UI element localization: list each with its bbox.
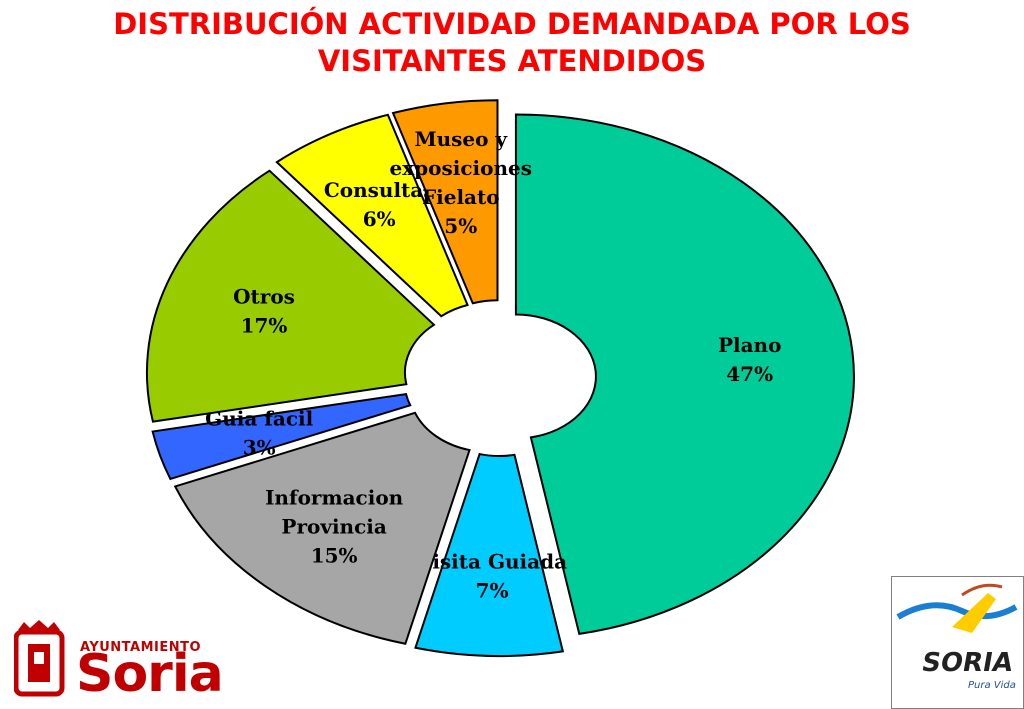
slice-label-plano: Plano 47% <box>718 333 781 386</box>
ayuntamiento-crest-icon <box>14 620 65 697</box>
slice-label-informacion-provincia: Informacion Provincia 15% <box>265 486 404 568</box>
soria-logo-text: Soria <box>76 644 224 704</box>
ayuntamiento-label: AYUNTAMIENTO <box>80 640 202 655</box>
slice-label-consultas: Consultas 6% <box>324 178 435 231</box>
pura-vida-text: Pura Vida <box>968 680 1016 691</box>
slice-otros <box>145 169 436 423</box>
wave-logo-icon <box>896 583 1018 633</box>
slice-label-visita-guiada: Visita Guiada 7% <box>416 549 567 602</box>
slice-museo-y-exposiciones-fielato <box>391 99 499 305</box>
slice-consultas <box>275 113 469 318</box>
soria-brand-text: SORIA <box>919 648 1016 678</box>
soria-pura-vida-logo <box>891 576 1024 709</box>
slice-label-otros: Otros 17% <box>233 284 295 337</box>
slice-plano <box>514 113 855 635</box>
slice-label-museo-y-exposiciones-fielato: Museo y exposiciones Fielato 5% <box>390 127 532 238</box>
title-line-2: VISITANTES ATENDIDOS <box>317 44 707 78</box>
slice-guia-facil <box>151 392 412 481</box>
chart-title: DISTRIBUCIÓN ACTIVIDAD DEMANDADA POR LOS… <box>0 6 1024 80</box>
slice-informacion-provincia <box>173 411 471 645</box>
slice-visita-guiada <box>414 452 565 657</box>
title-line-1: DISTRIBUCIÓN ACTIVIDAD DEMANDADA POR LOS <box>113 7 911 41</box>
